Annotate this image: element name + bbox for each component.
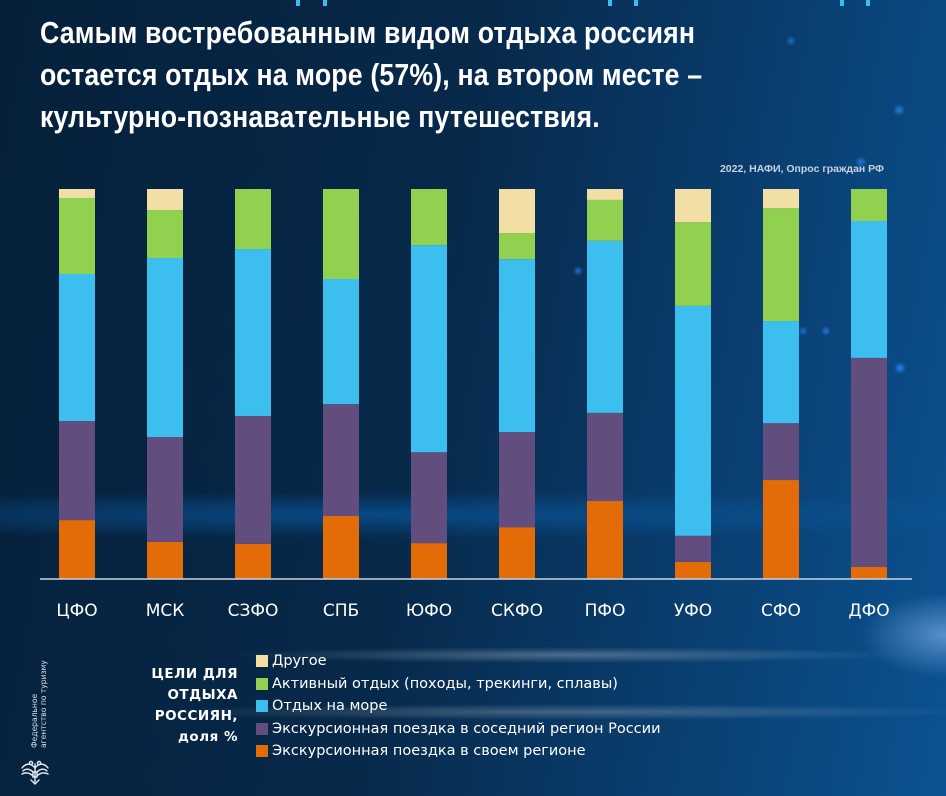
legend-title-line: ОТДЫХА	[167, 687, 238, 703]
legend-item-active: Активный отдых (походы, трекинги, сплавы…	[256, 673, 661, 696]
legend-swatch	[256, 677, 268, 690]
bar-segment-УФО-2	[675, 305, 711, 536]
x-tick-label: ЦФО	[56, 601, 97, 621]
bar-segment-МСК-4	[147, 189, 183, 211]
bar-segment-МСК-3	[147, 210, 183, 259]
rostourism-logo: Федеральное агентство по туризму	[8, 630, 58, 790]
logo-text-line: агентство по туризму	[39, 660, 48, 748]
bar-segment-УФО-1	[675, 535, 711, 562]
bar-segment-СЗФО-2	[235, 249, 271, 416]
legend-label: Отдых на море	[272, 698, 388, 715]
logo-text: Федеральное агентство по туризму	[30, 660, 48, 748]
bar-segment-СФО-3	[763, 208, 799, 322]
legend-item-own-region: Экскурсионная поездка в своем регионе	[256, 740, 661, 763]
bar-segment-МСК-1	[147, 437, 183, 542]
bar-segment-ЮФО-0	[411, 543, 447, 579]
bar-segment-ДФО-3	[851, 189, 887, 221]
bar-segment-ЮФО-1	[411, 452, 447, 544]
bar-segment-ПФО-3	[587, 199, 623, 241]
legend-swatch	[256, 745, 268, 758]
legend-title-line: доля %	[178, 729, 238, 745]
source-note: 2022, НАФИ, Опрос граждан РФ	[719, 163, 884, 175]
bar-segment-СЗФО-3	[235, 189, 271, 250]
bar-segment-СПБ-0	[323, 515, 359, 579]
legend-label: Другое	[272, 653, 327, 670]
bar-segment-СКФО-4	[499, 189, 535, 234]
x-tick-label: ПФО	[585, 601, 626, 621]
legend-swatch	[256, 722, 268, 735]
bar-segment-СПБ-3	[323, 189, 359, 279]
x-tick-label: СФО	[761, 601, 801, 621]
bar-segment-ДФО-0	[851, 566, 887, 579]
bar-segment-СПБ-2	[323, 279, 359, 405]
bar-segment-ДФО-2	[851, 220, 887, 358]
bar-segment-СПБ-1	[323, 404, 359, 516]
bar-segment-УФО-3	[675, 222, 711, 306]
bar-segment-ПФО-0	[587, 501, 623, 579]
x-tick-label: СКФО	[491, 601, 543, 621]
bar-segment-МСК-0	[147, 541, 183, 579]
bar-segment-СКФО-1	[499, 432, 535, 528]
x-tick-label: ДФО	[848, 601, 889, 621]
bar-segment-СЗФО-0	[235, 543, 271, 579]
bar-segment-ПФО-4	[587, 189, 623, 200]
bar-segment-ПФО-2	[587, 240, 623, 413]
bar-segment-ЦФО-2	[59, 274, 95, 422]
bar-segment-ЦФО-4	[59, 189, 95, 198]
x-tick-label: УФО	[674, 601, 712, 621]
legend-item-other: Другое	[256, 650, 661, 673]
bar-segment-УФО-0	[675, 561, 711, 579]
legend: Другое Активный отдых (походы, трекинги,…	[256, 650, 661, 763]
legend-swatch	[256, 700, 268, 713]
legend-item-sea: Отдых на море	[256, 695, 661, 718]
bar-segment-СКФО-3	[499, 233, 535, 260]
logo-text-line: Федеральное	[30, 693, 39, 748]
bar-segment-ЦФО-1	[59, 421, 95, 521]
x-tick-labels: ЦФО МСК СЗФО СПБ ЮФО СКФО ПФО УФО СФО ДФО	[56, 601, 889, 621]
bar-segment-УФО-4	[675, 189, 711, 223]
bar-segment-ДФО-1	[851, 357, 887, 567]
x-tick-label: СПБ	[323, 601, 359, 621]
stacked-bar-chart: ЦФО МСК СЗФО СПБ ЮФО СКФО ПФО УФО СФО ДФО	[40, 189, 912, 621]
bar-segment-СЗФО-1	[235, 415, 271, 544]
legend-title-line: ЦЕЛИ ДЛЯ	[151, 666, 238, 682]
x-tick-label: МСК	[146, 601, 185, 621]
top-decoration	[0, 0, 946, 6]
legend-item-neighbor-region: Экскурсионная поездка в соседний регион …	[256, 718, 661, 741]
bar-segment-СФО-2	[763, 321, 799, 424]
bar-segment-МСК-2	[147, 258, 183, 438]
bar-segment-СКФО-2	[499, 259, 535, 433]
x-tick-label: СЗФО	[228, 601, 279, 621]
bar-segment-ЮФО-3	[411, 189, 447, 246]
page-title: Самым востребованным видом отдыха россия…	[40, 15, 703, 134]
legend-title: ЦЕЛИ ДЛЯ ОТДЫХА РОССИЯН, доля %	[120, 664, 238, 748]
bar-segment-СКФО-0	[499, 527, 535, 579]
bar-segment-ЮФО-2	[411, 245, 447, 453]
bar-segment-СФО-1	[763, 423, 799, 481]
x-tick-label: ЮФО	[406, 601, 452, 621]
bar-segment-СФО-4	[763, 189, 799, 209]
legend-label: Активный отдых (походы, трекинги, сплавы…	[272, 675, 618, 692]
legend-label: Экскурсионная поездка в соседний регион …	[272, 720, 661, 737]
legend-label: Экскурсионная поездка в своем регионе	[272, 743, 586, 760]
legend-title-line: РОССИЯН,	[154, 708, 238, 724]
bar-segment-ЦФО-3	[59, 197, 95, 275]
legend-swatch	[256, 655, 268, 668]
eagle-emblem-icon	[21, 760, 49, 785]
bars-group	[59, 189, 887, 579]
bar-segment-ЦФО-0	[59, 520, 95, 579]
bar-segment-ПФО-1	[587, 412, 623, 501]
bar-segment-СФО-0	[763, 480, 799, 579]
